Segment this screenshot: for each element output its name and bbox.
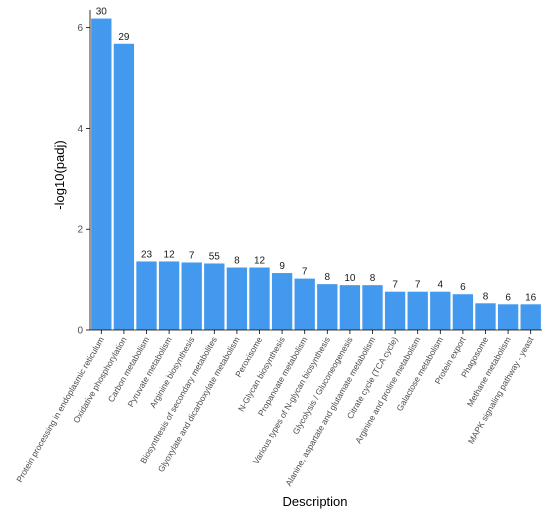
- bars-group: [91, 18, 541, 331]
- y-axis-title: -log10(padj): [52, 140, 67, 209]
- data-label: 10: [344, 273, 356, 284]
- bar: [384, 291, 406, 330]
- y-tick-label: 6: [77, 23, 83, 34]
- data-label: 12: [164, 249, 176, 260]
- data-label: 7: [302, 267, 308, 278]
- data-label: 23: [141, 249, 153, 260]
- bar: [339, 285, 361, 330]
- bar: [497, 304, 519, 330]
- bar: [452, 294, 474, 330]
- data-labels-group: 30 29 23 12 7 55 8 12 9 7 8 10 8 7 7 4 6 8 6 16: [96, 7, 537, 304]
- plot-area: 30 29 23 12 7 55 8 12 9 7 8 10 8 7 7 4 6 8 6 16 0 2 4 6 Protei…: [14, 7, 542, 488]
- bar: [475, 303, 496, 330]
- data-label: 8: [325, 272, 331, 283]
- bar: [113, 43, 135, 330]
- bar: [362, 285, 383, 330]
- bar: [226, 267, 248, 330]
- bar: [271, 273, 293, 330]
- data-label: 7: [189, 250, 195, 261]
- bar: [249, 267, 270, 330]
- bar: [204, 263, 225, 330]
- data-label: 8: [483, 291, 489, 302]
- data-label: 55: [209, 251, 221, 262]
- y-tick-label: 0: [77, 326, 83, 337]
- data-label: 9: [279, 261, 285, 272]
- bar: [520, 304, 541, 330]
- data-label: 6: [460, 282, 466, 293]
- y-tick-label: 4: [77, 124, 83, 135]
- bar: [181, 262, 202, 330]
- data-label: 30: [96, 7, 108, 18]
- x-axis-title: Description: [282, 494, 347, 509]
- y-axis-ticks: 0 2 4 6: [77, 23, 90, 337]
- y-tick-label: 2: [77, 225, 83, 236]
- bar: [430, 291, 451, 330]
- data-label: 8: [370, 273, 376, 284]
- data-label: 7: [392, 280, 398, 291]
- data-label: 8: [234, 256, 240, 267]
- x-axis-ticks: Protein processing in endoplasmic reticu…: [14, 330, 536, 488]
- bar: [294, 278, 315, 330]
- bar: [317, 284, 338, 330]
- data-label: 12: [254, 256, 266, 267]
- bar: [136, 261, 157, 330]
- bar: [158, 261, 180, 330]
- data-label: 7: [415, 280, 421, 291]
- bar: [91, 18, 112, 331]
- bar: [407, 291, 428, 330]
- x-tick-label: Protein processing in endoplasmic reticu…: [14, 335, 106, 484]
- data-label: 6: [505, 292, 511, 303]
- data-label: 29: [118, 32, 130, 43]
- data-label: 16: [525, 292, 537, 303]
- data-label: 4: [438, 280, 444, 291]
